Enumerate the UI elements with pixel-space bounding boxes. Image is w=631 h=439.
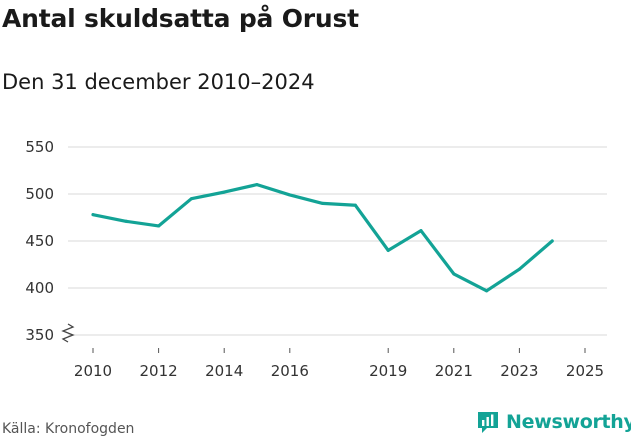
chart-subtitle: Den 31 december 2010–2024	[2, 70, 315, 94]
y-tick-label: 450	[25, 232, 54, 250]
data-point	[485, 289, 489, 293]
data-point	[419, 229, 423, 233]
y-tick-label: 550	[25, 138, 54, 156]
data-point	[386, 248, 390, 252]
axis-break-zigzag	[61, 323, 75, 343]
brand-logo[interactable]: Newsworthy	[476, 410, 631, 434]
data-point	[452, 272, 456, 276]
x-axis-labels: 2010 2012 2014 2016 2019 2021 2023 2025	[74, 362, 604, 380]
data-point	[321, 201, 325, 205]
data-point	[255, 183, 259, 187]
x-tick-label: 2023	[500, 362, 538, 380]
brand-name: Newsworthy	[506, 411, 631, 433]
axis-break-icon	[61, 323, 75, 343]
y-axis-labels: 350 400 450 500 550	[25, 138, 54, 344]
x-tick-label: 2014	[205, 362, 243, 380]
data-point	[124, 219, 128, 223]
x-tick-label: 2021	[435, 362, 473, 380]
y-tick-label: 400	[25, 279, 54, 297]
data-point	[189, 197, 193, 201]
series-line	[91, 183, 554, 293]
series-group	[91, 183, 554, 293]
data-point	[157, 224, 161, 228]
x-tick-label: 2019	[369, 362, 407, 380]
data-point	[550, 239, 554, 243]
x-tick-label: 2010	[74, 362, 112, 380]
data-point	[288, 193, 292, 197]
chart-title: Antal skuldsatta på Orust	[2, 4, 359, 33]
data-point	[353, 203, 357, 207]
y-tick-label: 350	[25, 326, 54, 344]
gridlines	[68, 146, 607, 336]
data-point	[91, 213, 95, 217]
line-chart: 350 400 450 500 550 2010 2012 2014 2016 2019 2021…	[25, 138, 607, 380]
x-tick-label: 2025	[566, 362, 604, 380]
x-axis	[92, 348, 586, 353]
data-point	[222, 190, 226, 194]
y-tick-label: 500	[25, 185, 54, 203]
data-point	[517, 267, 521, 271]
x-tick-label: 2016	[271, 362, 309, 380]
source-note: Källa: Kronofogden	[2, 421, 135, 437]
x-tick-label: 2012	[140, 362, 178, 380]
newsworthy-logo-icon	[478, 412, 498, 433]
